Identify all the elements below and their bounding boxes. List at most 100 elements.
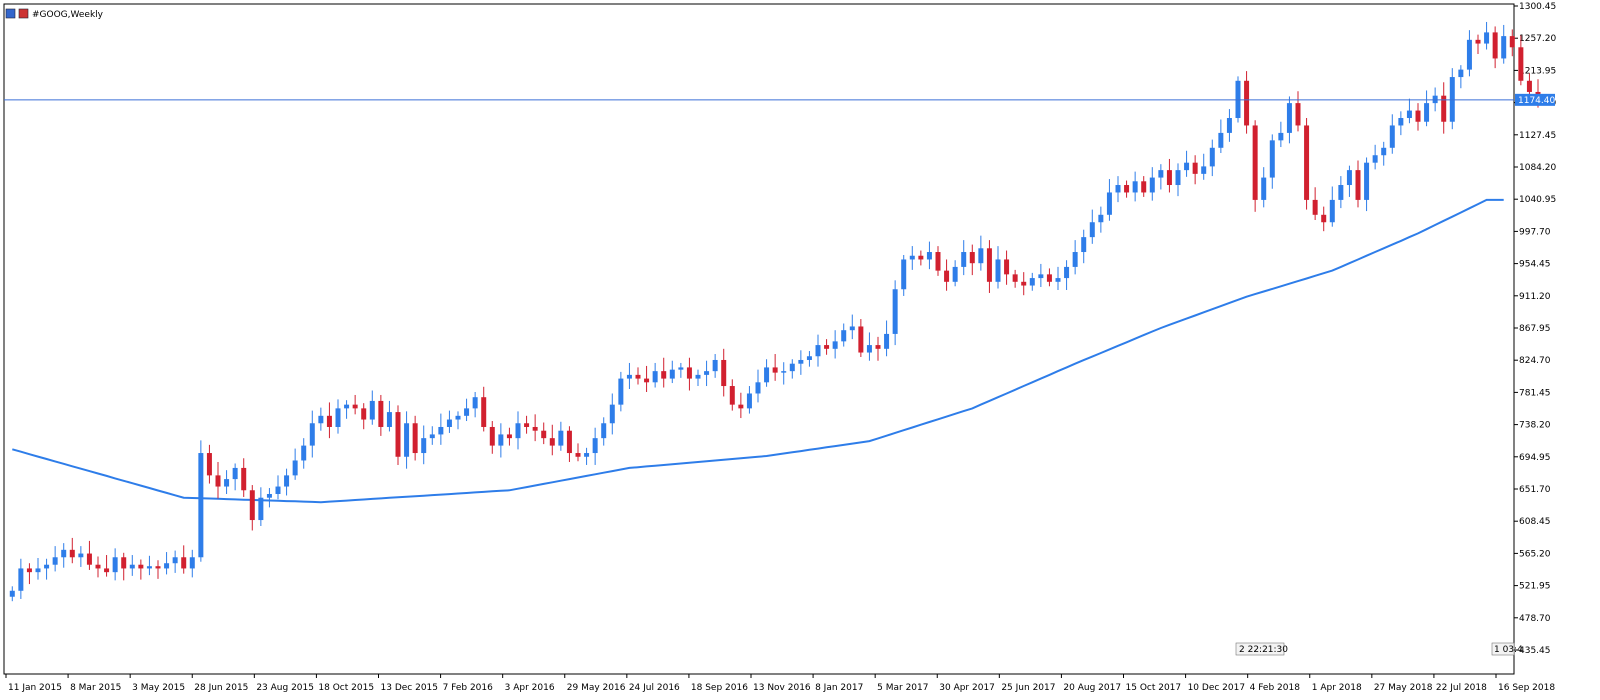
candle	[112, 548, 118, 581]
candle-body	[1004, 259, 1010, 275]
candle	[249, 485, 255, 531]
candle	[335, 399, 341, 434]
candle	[1158, 164, 1164, 190]
candle	[524, 415, 530, 434]
candle	[1449, 68, 1455, 130]
candle-body	[498, 434, 504, 446]
candle-body	[1132, 181, 1138, 193]
candle-body	[524, 423, 530, 427]
candle-body	[1098, 214, 1104, 223]
candle	[1269, 134, 1275, 189]
candle	[1064, 260, 1070, 290]
candle	[464, 398, 470, 422]
candle	[1046, 268, 1052, 287]
candle-body	[352, 404, 358, 409]
candle-body	[746, 393, 752, 409]
candle	[78, 546, 84, 567]
candle-body	[798, 359, 804, 364]
candle	[326, 402, 332, 439]
candle-body	[1261, 177, 1267, 200]
candle	[1372, 144, 1378, 170]
candle	[455, 411, 461, 430]
y-tick-label: 1257.20	[1519, 34, 1556, 44]
y-tick-label: 435.45	[1519, 646, 1551, 656]
timer-label-left: 2 22:21:30	[1239, 645, 1288, 655]
candle	[1175, 163, 1181, 197]
x-tick-label: 1 Apr 2018	[1312, 683, 1362, 693]
candle-body	[901, 259, 907, 290]
candle	[1338, 176, 1344, 209]
candle-body	[412, 423, 418, 454]
candle	[1166, 158, 1172, 193]
x-tick-label: 25 Jun 2017	[1001, 683, 1055, 693]
candle-body	[241, 467, 247, 491]
candle	[121, 552, 127, 581]
candle	[309, 410, 315, 458]
x-tick-label: 10 Dec 2017	[1188, 683, 1246, 693]
candle	[1124, 180, 1130, 198]
candle-body	[661, 371, 667, 379]
candle	[438, 413, 444, 445]
candle	[789, 359, 795, 379]
candle	[1141, 176, 1147, 197]
candle	[352, 394, 358, 415]
candle	[1055, 266, 1061, 290]
candle	[1312, 187, 1318, 221]
candle	[969, 244, 975, 276]
candle-body	[1441, 95, 1447, 122]
candle	[1089, 209, 1095, 244]
y-tick-label: 738.20	[1519, 421, 1551, 431]
candle-body	[1226, 118, 1232, 133]
candle-body	[52, 557, 58, 565]
candle-body	[926, 252, 932, 260]
candle-body	[1046, 274, 1052, 282]
candle-body	[1355, 170, 1361, 200]
candle-body	[472, 397, 478, 409]
candle	[729, 379, 735, 411]
candle-body	[1424, 103, 1430, 122]
candle	[52, 546, 58, 572]
y-tick-label: 608.45	[1519, 517, 1551, 527]
candle	[669, 360, 675, 384]
candle	[764, 359, 770, 387]
candle-body	[772, 367, 778, 373]
candle-body	[1321, 214, 1327, 223]
candle	[618, 371, 624, 412]
candle	[1346, 165, 1352, 197]
candle	[995, 246, 1001, 289]
candle-body	[464, 408, 470, 416]
candle-body	[369, 400, 375, 420]
candle-body	[112, 557, 118, 573]
candle	[146, 555, 152, 576]
candle-body	[18, 568, 24, 591]
candle-body	[1484, 32, 1490, 44]
candle	[738, 392, 744, 419]
candle	[721, 348, 727, 397]
candle	[1081, 229, 1087, 264]
candle-body	[969, 252, 975, 264]
plot-frame	[3, 3, 1515, 675]
candle	[481, 386, 487, 432]
candle	[626, 362, 632, 390]
candle-body	[978, 248, 984, 264]
candle	[1475, 34, 1481, 54]
candle-body	[695, 374, 701, 379]
candle	[189, 549, 195, 578]
candle	[901, 255, 907, 296]
candle-body	[1209, 147, 1215, 167]
candle	[266, 488, 272, 508]
candle	[86, 540, 92, 570]
candle-body	[644, 378, 650, 383]
candle	[395, 405, 401, 465]
candle-body	[206, 453, 212, 476]
candle	[275, 475, 281, 500]
candle	[138, 559, 144, 580]
candle-body	[875, 345, 881, 349]
candle	[9, 586, 15, 602]
candle	[344, 400, 350, 419]
candle	[644, 365, 650, 392]
y-tick-label: 651.70	[1519, 485, 1551, 495]
